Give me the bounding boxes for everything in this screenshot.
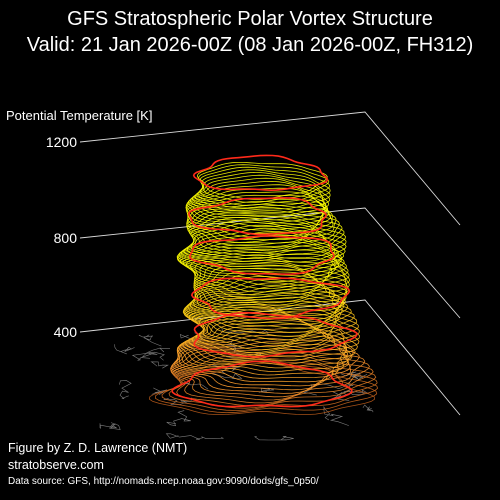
coastline-segment bbox=[323, 405, 350, 426]
vortex-contour bbox=[174, 338, 350, 387]
vortex-contour bbox=[185, 313, 358, 362]
vortex-contour bbox=[168, 355, 378, 409]
vortex-contour bbox=[182, 249, 347, 293]
site-credit: stratobserve.com bbox=[8, 458, 104, 472]
coastline-segment bbox=[99, 422, 121, 430]
coastline-segment bbox=[165, 433, 224, 440]
vortex-contour bbox=[187, 212, 343, 254]
vortex-contour bbox=[185, 194, 330, 234]
vortex-contour bbox=[176, 237, 339, 283]
grid-1200 bbox=[79, 111, 461, 226]
coastline-segment bbox=[166, 410, 191, 427]
vortex-contour bbox=[179, 320, 353, 369]
vortex-contour bbox=[185, 187, 327, 228]
vortex-contour bbox=[176, 331, 348, 379]
vortex-contour bbox=[176, 335, 349, 383]
vortex-contour bbox=[189, 177, 330, 217]
highlight-contour bbox=[171, 360, 353, 408]
highlight-contour bbox=[190, 277, 351, 320]
z-tick-800: 800 bbox=[53, 230, 77, 246]
coastline-segment bbox=[163, 397, 193, 405]
figure-title-line2: Valid: 21 Jan 2026-00Z (08 Jan 2026-00Z,… bbox=[26, 34, 474, 56]
coastline-segment bbox=[131, 351, 165, 361]
coastline-segment bbox=[119, 380, 132, 400]
grid-800 bbox=[79, 207, 461, 319]
z-tick-400: 400 bbox=[53, 324, 77, 340]
coastline-segment bbox=[254, 436, 294, 441]
coastline-segment bbox=[150, 361, 169, 369]
grid-400 bbox=[79, 299, 461, 416]
coastline-segment bbox=[138, 334, 162, 347]
vortex-contour bbox=[199, 166, 331, 206]
vortex-contour bbox=[186, 299, 355, 348]
vortex-contour bbox=[187, 180, 328, 221]
highlight-contour bbox=[188, 235, 335, 276]
level-grid bbox=[79, 111, 461, 416]
vortex-contour bbox=[172, 341, 354, 391]
data-source-credit: Data source: GFS, http://nomads.ncep.noa… bbox=[8, 476, 319, 487]
vortex-contour bbox=[188, 214, 345, 257]
highlight-contour bbox=[193, 311, 358, 358]
z-axis-label: Potential Temperature [K] bbox=[6, 108, 153, 123]
figure-title-line1: GFS Stratospheric Polar Vortex Structure bbox=[67, 8, 433, 30]
coastline-segment bbox=[114, 344, 135, 355]
coastline-segment bbox=[211, 364, 243, 380]
coastline-segment bbox=[141, 347, 171, 358]
highlight-contour bbox=[192, 154, 329, 192]
vortex-contour bbox=[172, 353, 377, 407]
vortex-contour bbox=[193, 265, 348, 309]
vortex-contour bbox=[186, 219, 347, 262]
author-credit: Figure by Z. D. Lawrence (NMT) bbox=[8, 441, 188, 455]
highlight-contour bbox=[188, 197, 327, 236]
vortex-contour bbox=[185, 191, 329, 231]
vortex-contours bbox=[148, 154, 379, 416]
vortex-contour bbox=[197, 162, 328, 200]
vortex-contour bbox=[179, 245, 345, 290]
vortex-contour bbox=[148, 362, 376, 416]
vortex-contour bbox=[191, 303, 359, 354]
coastline-segment bbox=[362, 404, 374, 413]
z-tick-1200: 1200 bbox=[45, 134, 77, 150]
vortex-contour bbox=[190, 216, 346, 259]
